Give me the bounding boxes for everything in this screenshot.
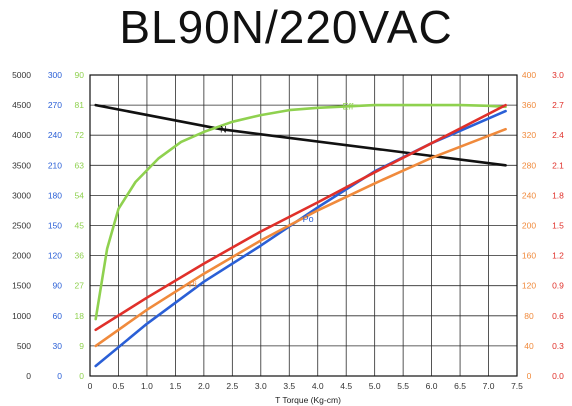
y-tick-label-speed: 3500 <box>12 160 31 170</box>
y-tick-label-speed: 500 <box>17 341 31 351</box>
x-tick-label: 5.0 <box>369 381 381 391</box>
y-tick-label-current: 0.0 <box>552 371 564 381</box>
y-tick-label-current: 0.9 <box>552 281 564 291</box>
x-tick-label: 7.5 <box>511 381 523 391</box>
y-tick-label-eff: 0 <box>79 371 84 381</box>
y-tick-label-power: 150 <box>48 221 62 231</box>
y-tick-label-current: 2.1 <box>552 160 564 170</box>
y-tick-label-current: 1.5 <box>552 221 564 231</box>
y-tick-label-current: 1.2 <box>552 251 564 261</box>
y-tick-label-power: 270 <box>48 100 62 110</box>
chart-title: BL90N/220VAC <box>119 1 453 53</box>
y-tick-label-input: 320 <box>522 130 536 140</box>
y-tick-label-eff: 54 <box>75 190 85 200</box>
y-tick-label-eff: 9 <box>79 341 84 351</box>
x-tick-label: 4.5 <box>340 381 352 391</box>
y-tick-label-speed: 3000 <box>12 190 31 200</box>
y-tick-label-speed: 5000 <box>12 70 31 80</box>
y-tick-label-power: 180 <box>48 190 62 200</box>
x-tick-label: 7.0 <box>483 381 495 391</box>
plot-frame <box>89 74 518 377</box>
y-tick-label-eff: 81 <box>75 100 85 110</box>
y-tick-label-input: 120 <box>522 281 536 291</box>
x-tick-label: 0 <box>88 381 93 391</box>
y-tick-label-current: 0.3 <box>552 341 564 351</box>
y-tick-label-power: 0 <box>57 371 62 381</box>
y-tick-label-current: 3.0 <box>552 70 564 80</box>
series-line-po <box>94 109 507 368</box>
y-tick-label-eff: 90 <box>75 70 85 80</box>
y-tick-label-input: 280 <box>522 160 536 170</box>
series-line-eff <box>94 103 507 321</box>
series-label-pi: Pi <box>189 279 197 289</box>
x-tick-label: 0.5 <box>113 381 125 391</box>
x-tick-label: 4.0 <box>312 381 324 391</box>
y-tick-label-speed: 0 <box>26 371 31 381</box>
series-label-po: Po <box>303 214 314 224</box>
x-tick-label: 3.0 <box>255 381 267 391</box>
y-tick-label-power: 120 <box>48 251 62 261</box>
y-tick-label-power: 30 <box>53 341 63 351</box>
y-tick-label-speed: 2000 <box>12 251 31 261</box>
y-tick-label-input: 240 <box>522 190 536 200</box>
y-tick-label-speed: 2500 <box>12 221 31 231</box>
series-label-n: N <box>220 125 227 135</box>
y-tick-label-input: 400 <box>522 70 536 80</box>
x-tick-label: 2.0 <box>198 381 210 391</box>
y-tick-label-speed: 1000 <box>12 311 31 321</box>
y-tick-label-current: 0.6 <box>552 311 564 321</box>
y-tick-label-input: 40 <box>524 341 534 351</box>
series-line-i <box>94 103 507 332</box>
y-tick-label-power: 300 <box>48 70 62 80</box>
y-tick-label-power: 240 <box>48 130 62 140</box>
y-tick-label-power: 60 <box>53 311 63 321</box>
y-tick-label-power: 210 <box>48 160 62 170</box>
y-tick-label-speed: 4000 <box>12 130 31 140</box>
series-label-eff: Eff <box>343 102 354 112</box>
series-line-pi <box>94 127 507 348</box>
x-tick-label: 3.5 <box>283 381 295 391</box>
y-tick-label-current: 2.7 <box>552 100 564 110</box>
y-tick-label-eff: 27 <box>75 281 85 291</box>
x-tick-label: 6.5 <box>454 381 466 391</box>
x-tick-label: 2.5 <box>226 381 238 391</box>
x-tick-label: 1.0 <box>141 381 153 391</box>
y-tick-label-speed: 4500 <box>12 100 31 110</box>
y-tick-label-input: 80 <box>524 311 534 321</box>
y-tick-label-input: 200 <box>522 221 536 231</box>
y-tick-label-eff: 63 <box>75 160 85 170</box>
y-tick-label-input: 360 <box>522 100 536 110</box>
x-axis-label: T Torque (Kg-cm) <box>275 395 341 405</box>
y-tick-label-eff: 18 <box>75 311 85 321</box>
y-tick-label-current: 2.4 <box>552 130 564 140</box>
y-tick-label-eff: 36 <box>75 251 85 261</box>
y-tick-label-eff: 45 <box>75 221 85 231</box>
y-tick-label-input: 0 <box>527 371 532 381</box>
x-tick-label: 1.5 <box>169 381 181 391</box>
y-tick-label-current: 1.8 <box>552 190 564 200</box>
y-tick-label-eff: 72 <box>75 130 85 140</box>
y-tick-label-power: 90 <box>53 281 63 291</box>
y-tick-label-speed: 1500 <box>12 281 31 291</box>
x-tick-label: 6.0 <box>426 381 438 391</box>
x-tick-label: 5.5 <box>397 381 409 391</box>
y-tick-label-input: 160 <box>522 251 536 261</box>
